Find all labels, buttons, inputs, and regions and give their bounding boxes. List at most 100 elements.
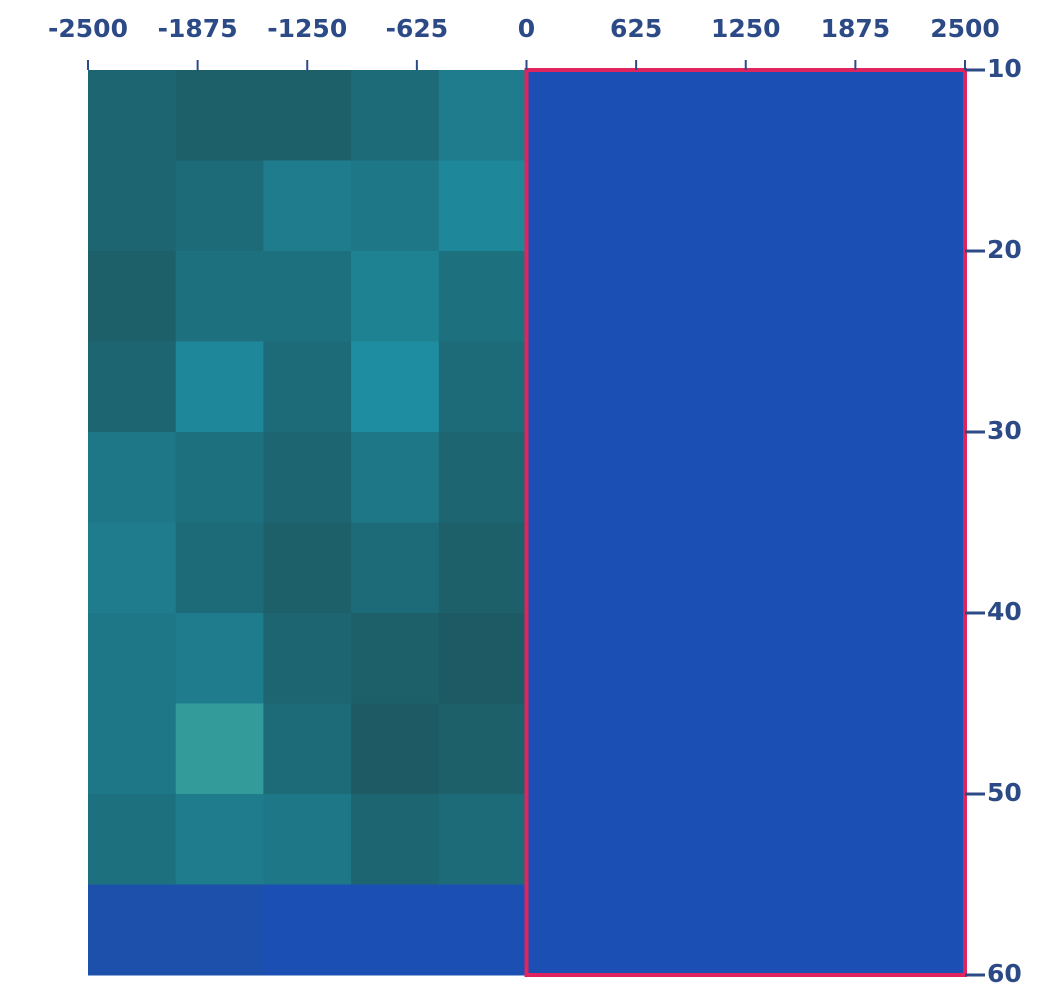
- x-tick-label: -625: [386, 14, 449, 43]
- heat-cell: [701, 884, 791, 976]
- heat-cell: [701, 522, 791, 614]
- heat-cell: [526, 251, 615, 342]
- heat-cell: [877, 522, 966, 614]
- heat-cell: [263, 251, 352, 342]
- heat-cell: [701, 613, 791, 704]
- heat-cell: [438, 432, 527, 523]
- heat-cell: [351, 522, 440, 614]
- heat-cell: [877, 613, 966, 704]
- heat-cell: [438, 613, 527, 704]
- heat-cell: [526, 341, 615, 433]
- heat-cell: [351, 70, 440, 161]
- heat-cell: [88, 160, 177, 252]
- y-tick-label: 60: [987, 959, 1022, 988]
- heat-cell: [175, 794, 264, 885]
- heat-cell: [877, 341, 966, 433]
- heat-cell: [175, 160, 264, 252]
- heat-cell: [877, 884, 966, 976]
- heat-cell: [88, 794, 177, 885]
- heat-cell: [88, 432, 177, 523]
- heat-cell: [526, 703, 615, 795]
- heat-cell: [614, 251, 703, 342]
- heat-cell: [263, 794, 352, 885]
- heat-cell: [351, 251, 440, 342]
- heat-cell: [263, 522, 352, 614]
- heat-cell: [789, 70, 878, 161]
- heat-cell: [88, 70, 177, 161]
- heat-cell: [614, 613, 703, 704]
- heat-cell: [351, 341, 440, 433]
- heat-cell: [351, 794, 440, 885]
- heat-cell: [614, 432, 703, 523]
- heat-cell: [88, 522, 177, 614]
- heat-cell: [88, 703, 177, 795]
- x-tick-label: -2500: [48, 14, 128, 43]
- heat-cell: [175, 432, 264, 523]
- heat-cell: [789, 884, 878, 976]
- heat-cell: [526, 884, 615, 976]
- heat-cell: [789, 703, 878, 795]
- heat-cell: [877, 703, 966, 795]
- heat-cell: [263, 613, 352, 704]
- y-tick-label: 10: [987, 54, 1022, 83]
- heat-cell: [88, 251, 177, 342]
- heat-cell: [877, 70, 966, 161]
- heat-cell: [614, 884, 703, 976]
- heat-cell: [789, 613, 878, 704]
- heat-cell: [175, 70, 264, 161]
- heat-cell: [614, 160, 703, 252]
- heat-cell: [438, 522, 527, 614]
- heat-cell: [701, 70, 791, 161]
- heat-cell: [351, 703, 440, 795]
- heat-cell: [701, 703, 791, 795]
- x-tick-label: 0: [518, 14, 535, 43]
- heat-cell: [526, 432, 615, 523]
- heat-cell: [877, 160, 966, 252]
- heat-cell: [614, 522, 703, 614]
- heat-cell: [877, 432, 966, 523]
- heat-cell: [175, 613, 264, 704]
- heat-cell: [526, 522, 615, 614]
- y-tick-label: 20: [987, 235, 1022, 264]
- heat-cell: [88, 613, 177, 704]
- heat-cell: [614, 794, 703, 885]
- heat-cell: [88, 884, 177, 976]
- heat-cell: [789, 432, 878, 523]
- heat-cell: [701, 160, 791, 252]
- heat-cell: [526, 160, 615, 252]
- heat-cell: [789, 160, 878, 252]
- heat-cell: [263, 70, 352, 161]
- heat-cell: [701, 432, 791, 523]
- heat-cell: [789, 794, 878, 885]
- y-tick-label: 40: [987, 597, 1022, 626]
- heat-cell: [263, 432, 352, 523]
- heat-cell: [438, 794, 527, 885]
- x-tick-label: -1875: [158, 14, 238, 43]
- heat-cell: [438, 884, 527, 976]
- heat-cell: [701, 794, 791, 885]
- heat-cell: [789, 341, 878, 433]
- heat-cell: [701, 251, 791, 342]
- heat-cell: [526, 613, 615, 704]
- heat-cell: [351, 613, 440, 704]
- heat-cell: [614, 341, 703, 433]
- heat-cell: [789, 251, 878, 342]
- heat-cell: [789, 522, 878, 614]
- heat-cell: [526, 70, 615, 161]
- heat-cell: [263, 884, 352, 976]
- heat-cell: [88, 341, 177, 433]
- heat-cell: [438, 341, 527, 433]
- heat-cell: [438, 70, 527, 161]
- heat-cell: [351, 160, 440, 252]
- heat-cell: [263, 160, 352, 252]
- heat-cell: [438, 703, 527, 795]
- heat-cell: [175, 341, 264, 433]
- heat-cell: [263, 341, 352, 433]
- heat-cell: [877, 251, 966, 342]
- y-tick-label: 50: [987, 778, 1022, 807]
- x-tick-label: 1250: [711, 14, 781, 43]
- heat-cell: [351, 432, 440, 523]
- heat-cell: [526, 794, 615, 885]
- heat-cell: [175, 522, 264, 614]
